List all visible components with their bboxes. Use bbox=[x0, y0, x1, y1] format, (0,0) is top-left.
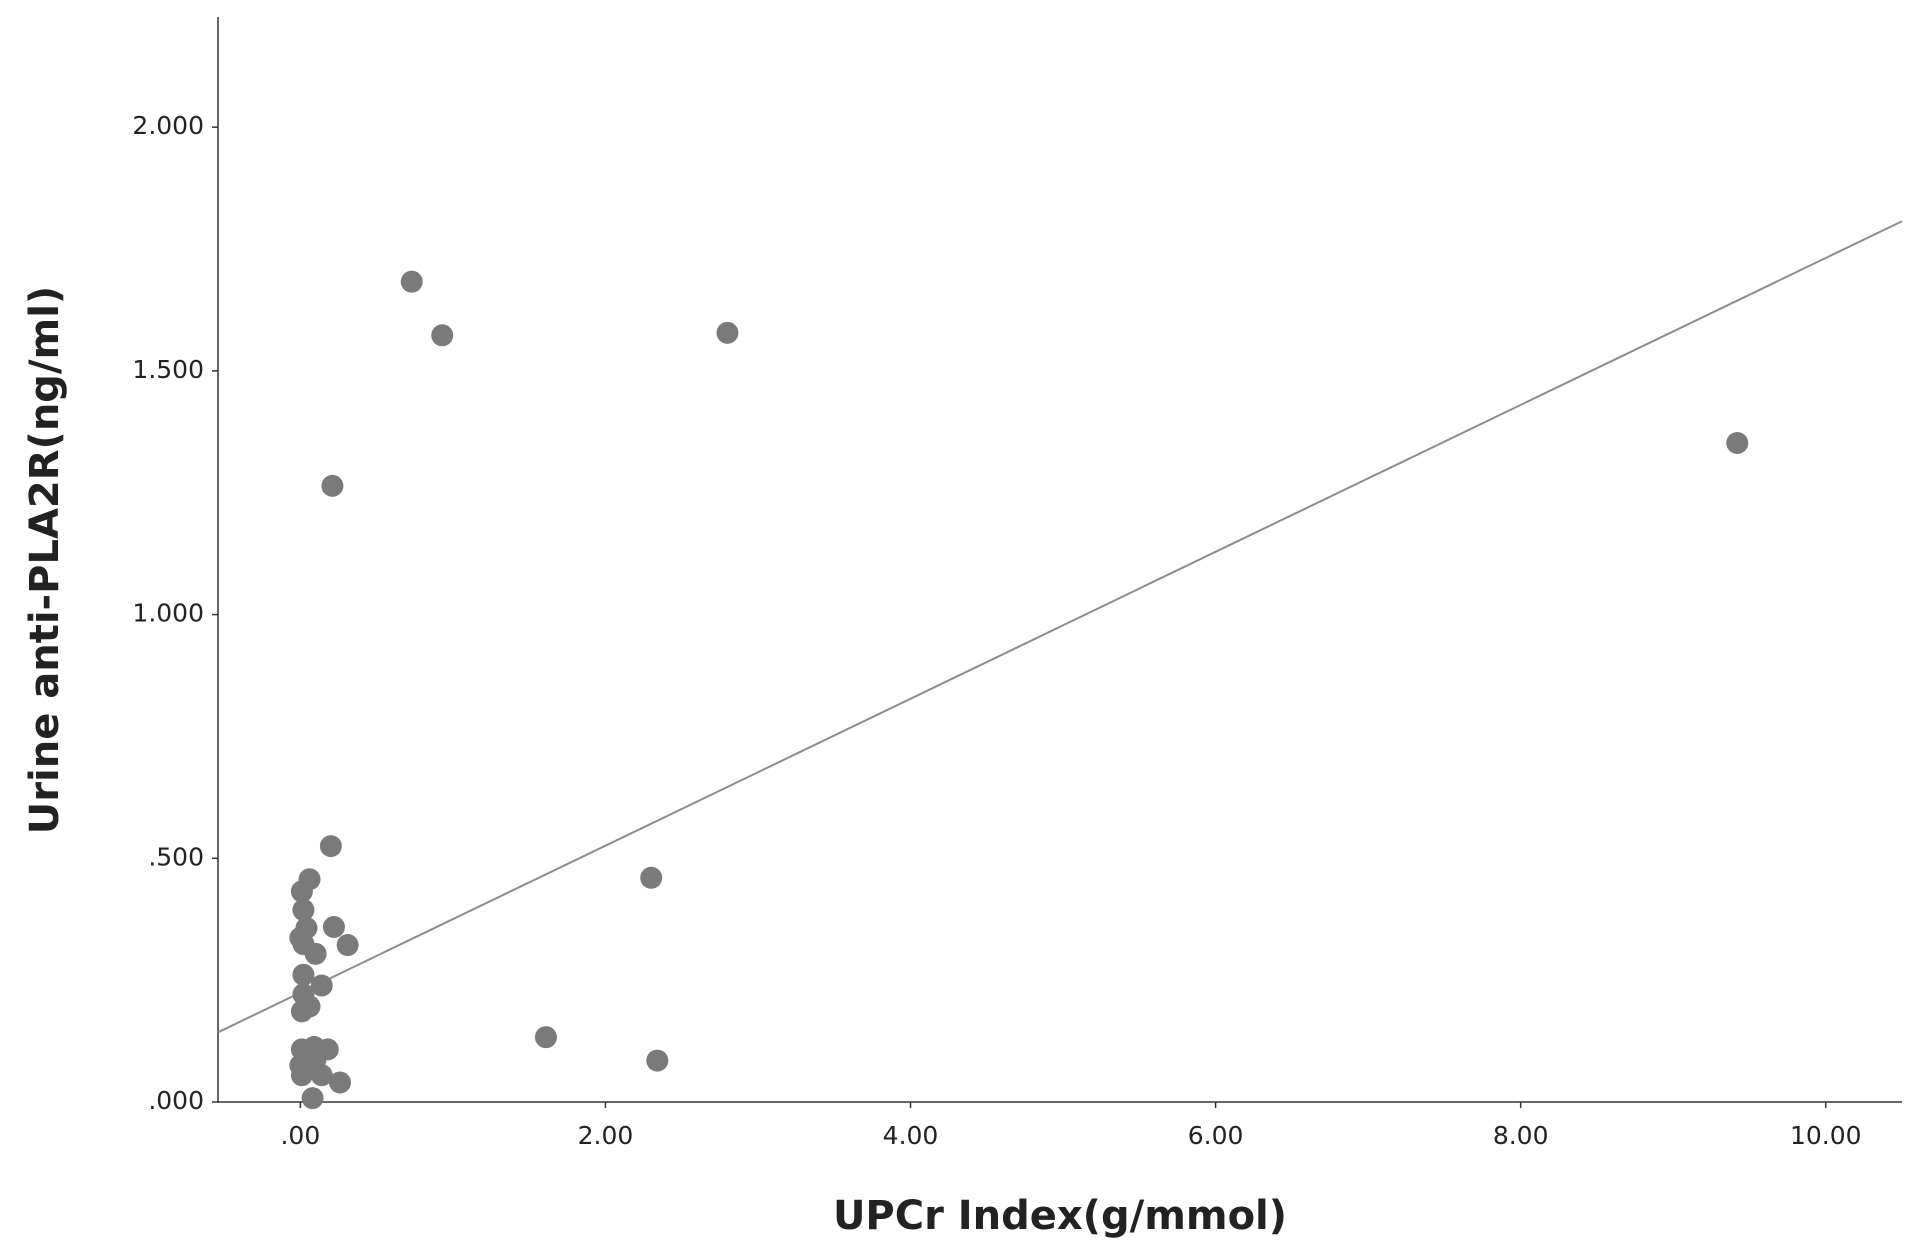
point bbox=[321, 474, 344, 497]
x-tick-label: 6.00 bbox=[1188, 1121, 1244, 1150]
point bbox=[292, 898, 315, 921]
point bbox=[400, 270, 423, 293]
point bbox=[716, 321, 739, 344]
x-tick-label: 2.00 bbox=[578, 1121, 634, 1150]
x-axis-title: UPCr Index(g/mmol) bbox=[833, 1193, 1287, 1239]
x-tick-label: 4.00 bbox=[883, 1121, 939, 1150]
y-tick-label: .500 bbox=[148, 842, 204, 871]
point bbox=[322, 916, 345, 939]
point bbox=[329, 1071, 352, 1094]
point bbox=[310, 974, 333, 997]
point bbox=[290, 1000, 313, 1023]
y-tick-label: .000 bbox=[148, 1086, 204, 1115]
point bbox=[431, 324, 454, 347]
point bbox=[292, 933, 315, 956]
point bbox=[292, 963, 315, 986]
point bbox=[290, 880, 313, 903]
point bbox=[640, 866, 663, 889]
x-tick-label: 10.00 bbox=[1790, 1121, 1862, 1150]
point bbox=[301, 1087, 324, 1110]
point bbox=[646, 1049, 669, 1072]
point bbox=[534, 1026, 557, 1049]
x-tick-label: 8.00 bbox=[1493, 1121, 1549, 1150]
point bbox=[336, 934, 359, 957]
y-tick-label: 1.000 bbox=[132, 599, 204, 628]
point bbox=[1726, 432, 1749, 455]
y-tick-label: 2.000 bbox=[132, 111, 204, 140]
y-tick-label: 1.500 bbox=[132, 355, 204, 384]
point bbox=[319, 835, 342, 858]
fit-line bbox=[217, 220, 1903, 1034]
point bbox=[289, 1054, 312, 1077]
x-tick-label: .00 bbox=[280, 1121, 320, 1150]
y-axis-title: Urine anti-PLA2R(ng/ml) bbox=[22, 286, 68, 834]
